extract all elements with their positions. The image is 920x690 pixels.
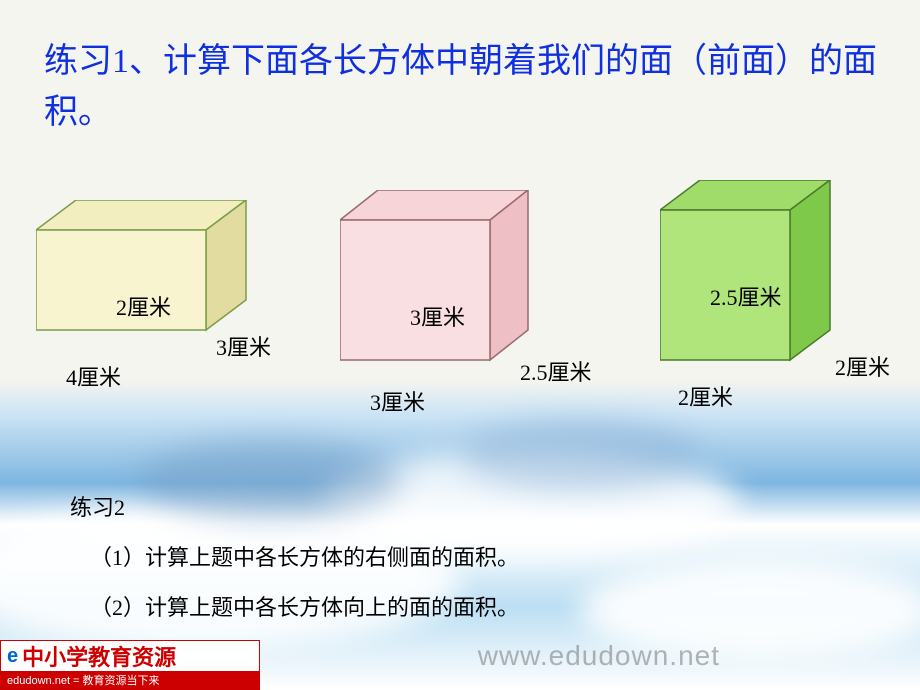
cuboid-c3: 2.5厘米2厘米2厘米 <box>660 180 860 370</box>
cuboid-c2-height-label: 3厘米 <box>410 300 465 332</box>
cuboid-c2-width-label: 3厘米 <box>370 385 425 417</box>
cuboid-c3-height-label: 2.5厘米 <box>710 280 782 312</box>
cuboid-c1: 2厘米3厘米4厘米 <box>36 200 266 350</box>
watermark-text: www.edudown.net <box>478 640 720 672</box>
exercise2-item2: （2）计算上题中各长方体向上的面的面积。 <box>90 590 519 622</box>
exercise1-title: 练习1、计算下面各长方体中朝着我们的面（前面）的面积。 <box>44 36 920 138</box>
logo-e-icon: e <box>7 645 18 668</box>
logo-chinese: 中小学教育资源 <box>22 640 176 672</box>
cuboid-c2: 3厘米2.5厘米3厘米 <box>340 190 550 370</box>
cuboid-c1-depth-label: 3厘米 <box>216 330 271 362</box>
cuboid-c3-width-label: 2厘米 <box>678 380 733 412</box>
logo-subtitle: edudown.net = 教育资源当下来 <box>1 671 259 689</box>
cuboid-c3-depth-label: 2厘米 <box>835 350 890 382</box>
exercise2-item1: （1）计算上题中各长方体的右侧面的面积。 <box>90 540 519 572</box>
exercise2-heading: 练习2 <box>70 490 125 522</box>
site-logo: e 中小学教育资源 edudown.net = 教育资源当下来 <box>0 640 260 690</box>
cuboid-c1-height-label: 2厘米 <box>116 290 171 322</box>
cuboid-c1-width-label: 4厘米 <box>66 360 121 392</box>
cuboid-c2-depth-label: 2.5厘米 <box>520 355 592 387</box>
